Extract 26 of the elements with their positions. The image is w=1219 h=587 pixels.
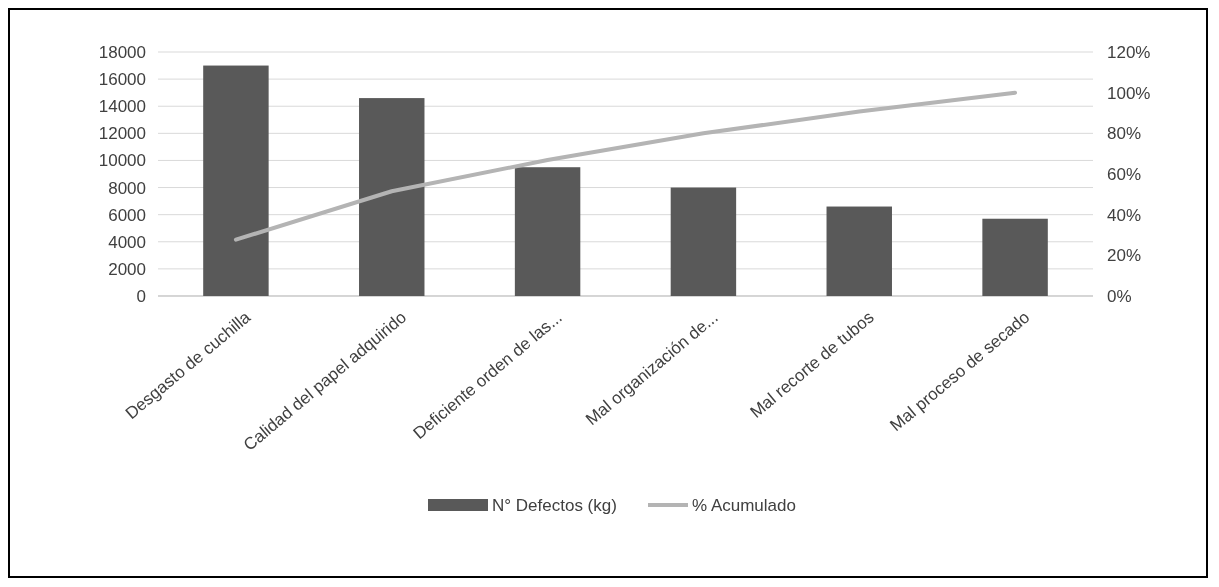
bar [826, 206, 892, 296]
y-tick-label: 16000 [98, 70, 146, 90]
y-tick-label: 0 [136, 286, 146, 306]
y-tick-label: 8000 [108, 178, 146, 198]
y-tick-label: 2000 [108, 259, 146, 279]
bar [203, 65, 269, 296]
y-tick-label: 18000 [98, 42, 146, 62]
y2-tick-label: 60% [1107, 164, 1142, 184]
y-tick-label: 14000 [98, 97, 146, 117]
y2-tick-label: 80% [1107, 124, 1142, 144]
legend-label: % Acumulado [692, 495, 796, 515]
y-tick-label: 4000 [108, 232, 146, 252]
line-series [233, 90, 1018, 242]
bar [670, 187, 737, 296]
y2-tick-label: 100% [1107, 83, 1151, 103]
legend-label: N° Defectos (kg) [492, 495, 617, 515]
y-tick-label: 6000 [108, 205, 146, 225]
y-tick-label: 10000 [98, 151, 146, 171]
y2-tick-label: 0% [1107, 286, 1132, 306]
y2-tick-label: 120% [1107, 42, 1151, 62]
y2-tick-label: 40% [1107, 205, 1142, 225]
bar [514, 167, 581, 296]
bar [982, 218, 1048, 296]
y-tick-label: 12000 [98, 124, 146, 144]
bar [359, 98, 425, 296]
y2-tick-label: 20% [1107, 246, 1142, 266]
